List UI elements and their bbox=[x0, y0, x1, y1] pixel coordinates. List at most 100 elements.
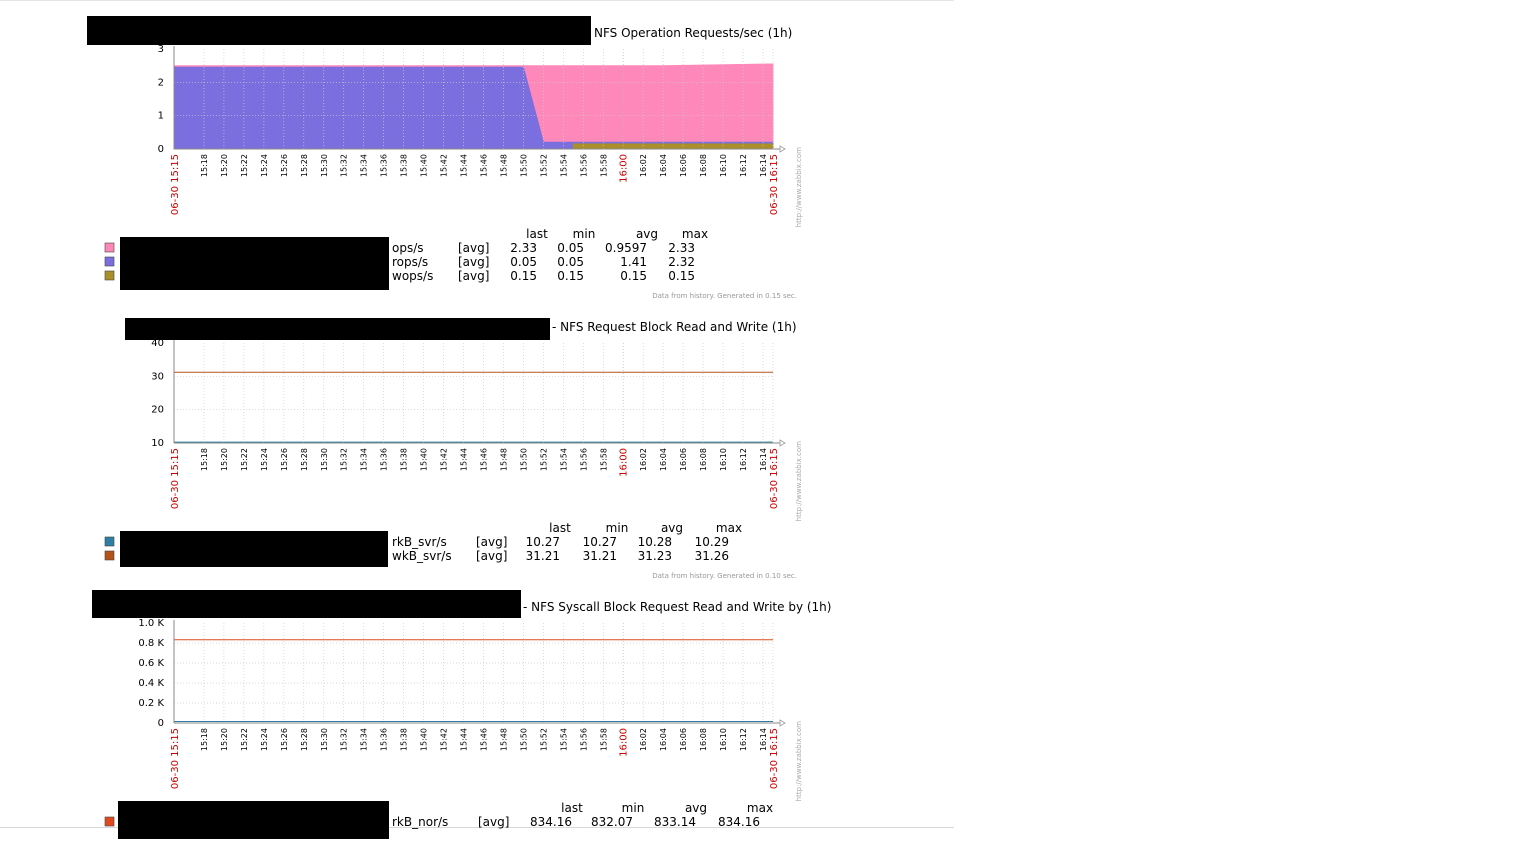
legend-item-max: 2.32 bbox=[668, 255, 695, 269]
legend-item-last: 834.16 bbox=[530, 815, 572, 829]
x-tick-label: 15:46 bbox=[479, 448, 488, 471]
x-end-label: 06-30 16:15 bbox=[769, 728, 780, 789]
x-tick-label: 15:48 bbox=[499, 728, 508, 751]
x-tick-label: 16:00 bbox=[618, 154, 629, 183]
x-tick-label: 15:32 bbox=[340, 448, 349, 471]
x-tick-label: 16:14 bbox=[759, 154, 768, 177]
x-tick-label: 15:56 bbox=[579, 728, 588, 751]
x-tick-label: 15:38 bbox=[400, 154, 409, 177]
x-tick-label: 16:12 bbox=[739, 154, 748, 177]
x-tick-label: 16:10 bbox=[719, 728, 728, 751]
legend: last min avg max rkB_svr/s [avg] 10.27 10.27 10.… bbox=[104, 521, 742, 567]
legend-header-avg: avg bbox=[685, 801, 707, 815]
legend-item-name: wkB_svr/s bbox=[392, 549, 452, 563]
chart-1: NFS Operation Requests/sec (1h) 0 1 2 3 15:18… bbox=[87, 16, 803, 300]
legend-item-name: rkB_nor/s bbox=[392, 815, 448, 829]
top-divider bbox=[0, 0, 954, 1]
x-tick-label: 16:10 bbox=[719, 154, 728, 177]
x-tick-label: 16:06 bbox=[679, 154, 688, 177]
legend-swatch-ops-s bbox=[104, 242, 115, 253]
x-tick-label: 16:04 bbox=[659, 728, 668, 751]
x-tick-label: 15:52 bbox=[539, 448, 548, 471]
chart-title: NFS Operation Requests/sec (1h) bbox=[594, 26, 792, 40]
zabbix-watermark: http://www.zabbix.com bbox=[795, 147, 803, 227]
legend-header-avg: avg bbox=[636, 227, 658, 241]
x-tick-label: 15:32 bbox=[340, 154, 349, 177]
legend-item-min: 0.05 bbox=[557, 241, 584, 255]
x-tick-label: 15:30 bbox=[320, 154, 329, 177]
x-tick-label: 15:24 bbox=[260, 154, 269, 177]
x-tick-label: 15:28 bbox=[300, 728, 309, 751]
x-tick-label: 15:38 bbox=[400, 728, 409, 751]
legend-item-last: 0.05 bbox=[510, 255, 537, 269]
x-tick-label: 15:30 bbox=[320, 448, 329, 471]
redacted-item-names bbox=[120, 237, 389, 290]
redacted-item-names bbox=[118, 801, 389, 839]
chart-3: - NFS Syscall Block Request Read and Wri… bbox=[92, 590, 831, 839]
x-tick-label: 16:00 bbox=[618, 728, 629, 757]
legend-item-min: 10.27 bbox=[583, 535, 617, 549]
chart-title: - NFS Request Block Read and Write (1h) bbox=[552, 320, 797, 334]
x-tick-label: 16:00 bbox=[618, 448, 629, 477]
y-tick-label: 2 bbox=[158, 77, 164, 88]
x-tick-label: 15:48 bbox=[499, 154, 508, 177]
generation-footer: Data from history. Generated in 0.10 sec… bbox=[652, 572, 797, 580]
x-tick-label: 15:40 bbox=[420, 154, 429, 177]
chart-title: - NFS Syscall Block Request Read and Wri… bbox=[523, 600, 831, 614]
zabbix-watermark: http://www.zabbix.com bbox=[795, 441, 803, 521]
legend-header-min: min bbox=[573, 227, 596, 241]
legend-item-name: wops/s bbox=[392, 269, 433, 283]
x-tick-label: 15:46 bbox=[479, 154, 488, 177]
x-tick-label: 15:42 bbox=[440, 154, 449, 177]
x-tick-label: 15:58 bbox=[599, 154, 608, 177]
legend-item-avg: 0.15 bbox=[620, 269, 647, 283]
x-tick-label: 15:18 bbox=[200, 154, 209, 177]
x-tick-label: 15:44 bbox=[460, 728, 469, 751]
x-tick-label: 15:32 bbox=[340, 728, 349, 751]
x-tick-label: 15:22 bbox=[240, 448, 249, 471]
legend-item-last: 10.27 bbox=[526, 535, 560, 549]
x-tick-label: 16:02 bbox=[639, 154, 648, 177]
y-tick-label: 1 bbox=[158, 111, 164, 122]
grid bbox=[174, 623, 773, 723]
x-tick-label: 15:44 bbox=[460, 448, 469, 471]
legend-swatch-rkb-svr-s bbox=[104, 536, 115, 547]
legend-header-last: last bbox=[526, 227, 548, 241]
x-axis-arrow-icon bbox=[779, 719, 786, 727]
y-tick-label: 40 bbox=[151, 338, 164, 349]
legend-item-max: 0.15 bbox=[668, 269, 695, 283]
legend-header-last: last bbox=[561, 801, 583, 815]
y-tick-label: 0.6 K bbox=[138, 658, 164, 669]
legend-item-max: 10.29 bbox=[695, 535, 729, 549]
legend-header-max: max bbox=[716, 521, 742, 535]
x-axis-arrow-icon bbox=[779, 439, 786, 447]
legend-item-last: 0.15 bbox=[510, 269, 537, 283]
x-tick-label: 15:26 bbox=[280, 728, 289, 751]
legend-item-last: 2.33 bbox=[510, 241, 537, 255]
x-tick-label: 15:52 bbox=[539, 728, 548, 751]
x-start-label: 06-30 15:15 bbox=[170, 448, 181, 509]
y-tick-label: 0.4 K bbox=[138, 678, 164, 689]
x-tick-label: 15:56 bbox=[579, 154, 588, 177]
x-start-label: 06-30 15:15 bbox=[170, 728, 181, 789]
x-tick-label: 15:26 bbox=[280, 448, 289, 471]
legend-header-max: max bbox=[747, 801, 773, 815]
legend-item-avg: 0.9597 bbox=[605, 241, 647, 255]
x-tick-label: 15:58 bbox=[599, 448, 608, 471]
legend-swatch-wops-s bbox=[104, 270, 115, 281]
y-tick-label: 0 bbox=[158, 718, 164, 729]
x-tick-label: 16:06 bbox=[679, 448, 688, 471]
redacted-item-names bbox=[120, 531, 388, 567]
x-tick-label: 16:08 bbox=[699, 154, 708, 177]
x-tick-label: 15:50 bbox=[519, 154, 528, 177]
legend-item-min: 832.07 bbox=[591, 815, 633, 829]
x-tick-label: 15:46 bbox=[479, 728, 488, 751]
y-tick-label: 1.0 K bbox=[138, 618, 164, 629]
legend-item-avg: 10.28 bbox=[638, 535, 672, 549]
legend-item-min: 0.05 bbox=[557, 255, 584, 269]
x-tick-label: 16:04 bbox=[659, 154, 668, 177]
x-tick-label: 16:02 bbox=[639, 448, 648, 471]
y-tick-label: 30 bbox=[151, 371, 164, 382]
